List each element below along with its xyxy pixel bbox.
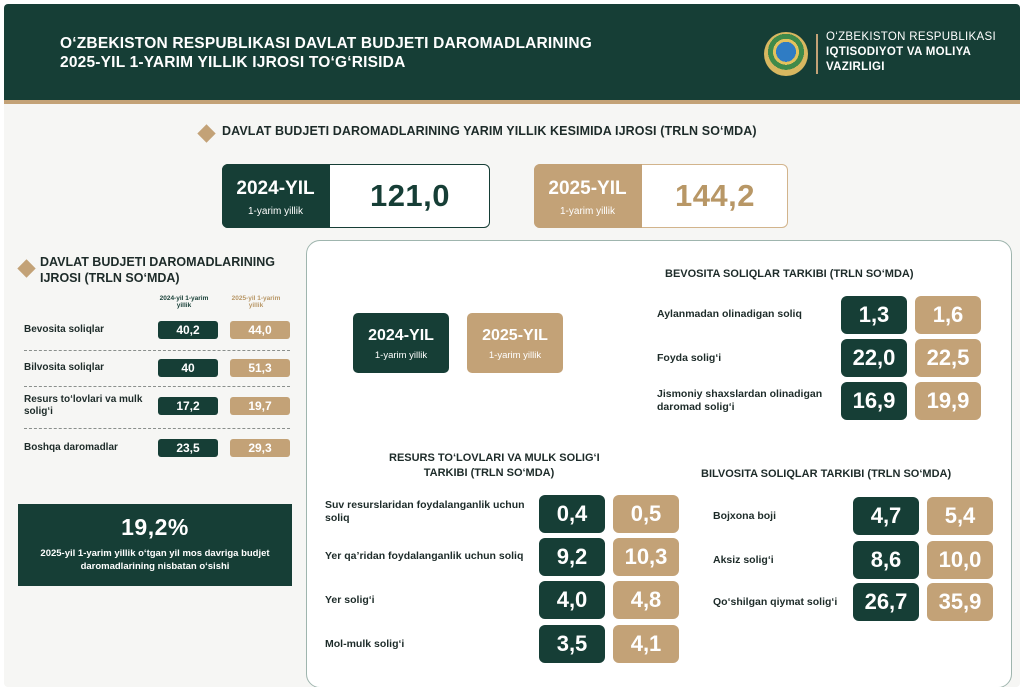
summary-2025-box: 2025-YIL 1-yarim yillik 144,2 (533, 163, 788, 228)
summary-2025-period: 1-yarim yillik (560, 205, 615, 217)
direct-item-value-2025: 19,9 (915, 382, 981, 420)
row-value-2025: 44,0 (230, 321, 290, 339)
resource-item-value-2025: 10,3 (613, 538, 679, 576)
legend-2025-box: 2025-YIL 1-yarim yillik (467, 313, 563, 373)
infographic: O‘ZBEKISTON RESPUBLIKASI DAVLAT BUDJETI … (4, 4, 1020, 687)
header-bar: O‘ZBEKISTON RESPUBLIKASI DAVLAT BUDJETI … (4, 4, 1020, 100)
direct-item-value-2024: 16,9 (841, 382, 907, 420)
left-table-title: DAVLAT BUDJETI DAROMADLARINING IJROSI (T… (40, 254, 275, 286)
table-row: Bilvosita soliqlar 40 51,3 (22, 348, 292, 388)
left-table-col-2024: 2024-yil 1-yarim yillik (159, 295, 209, 309)
summary-2025-label: 2025-YIL 1-yarim yillik (533, 163, 642, 228)
summary-2024-value: 121,0 (369, 178, 451, 213)
row-label: Resurs to‘lovlari va mulk solig‘i (24, 394, 143, 417)
row-value-2024: 40,2 (158, 321, 218, 339)
resource-item-label: Suv resurslaridan foydalanganlik uchun s… (325, 499, 525, 524)
row-label: Bilvosita soliqlar (24, 362, 105, 373)
row-divider (24, 350, 290, 351)
summary-title: DAVLAT BUDJETI DAROMADLARINING YARIM YIL… (222, 124, 757, 138)
left-table-col-2025: 2025-yil 1-yarim yillik (231, 295, 281, 309)
row-divider (24, 386, 290, 387)
table-row: Boshqa daromadlar 23,5 29,3 (22, 428, 292, 468)
row-divider (24, 428, 290, 429)
indirect-taxes-title: BILVOSITA SOLIQLAR TARKIBI (TRLN SO‘MDA) (701, 468, 952, 480)
breakdown-panel: 2024-YIL 1-yarim yillik 2025-YIL 1-yarim… (306, 240, 1012, 687)
ministry-name: O‘ZBEKISTON RESPUBLIKASI IQTISODIYOT VA … (826, 30, 996, 75)
summary-2025-value: 144,2 (674, 178, 756, 213)
legend-2025-year: 2025-YIL (482, 327, 548, 344)
resource-item-value-2024: 4,0 (539, 581, 605, 619)
legend-2024-period: 1-yarim yillik (374, 350, 428, 361)
resource-item-label: Yer qa’ridan foydalanganlik uchun soliq (325, 549, 524, 562)
direct-item-value-2025: 1,6 (915, 296, 981, 334)
growth-description: 2025-yil 1-yarim yillik o‘tgan yil mos d… (40, 548, 270, 572)
ministry-line3: VAZIRLIGI (826, 61, 885, 73)
row-label: Bevosita soliqlar (24, 324, 105, 335)
summary-2025-year: 2025-YIL (548, 177, 627, 199)
resource-item-label: Mol-mulk solig‘i (325, 637, 405, 650)
indirect-item-value-2024: 8,6 (853, 541, 919, 579)
direct-item-label: Jismoniy shaxslardan olinadigan daromad … (657, 388, 823, 413)
row-value-2024: 40 (158, 359, 218, 377)
direct-item-value-2024: 1,3 (841, 296, 907, 334)
header-accent-line (4, 100, 1020, 104)
growth-percent: 19,2% (121, 514, 189, 540)
diamond-bullet-icon (17, 259, 36, 278)
legend-2024-year: 2024-YIL (368, 327, 434, 344)
growth-box: 19,2% 2025-yil 1-yarim yillik o‘tgan yil… (18, 504, 292, 586)
resource-item-value-2024: 3,5 (539, 625, 605, 663)
legend-2025-period: 1-yarim yillik (488, 350, 542, 361)
page-title-line2: 2025-YIL 1-YARIM YILLIK IJROSI TO‘G‘RISI… (60, 54, 406, 71)
table-row: Bevosita soliqlar 40,2 44,0 (22, 310, 292, 350)
indirect-item-label: Aksiz solig‘i (713, 553, 774, 566)
row-value-2025: 51,3 (230, 359, 290, 377)
direct-item-value-2024: 22,0 (841, 339, 907, 377)
resource-title-line1: RESURS TO‘LOVLARI VA MULK SOLIG‘I (389, 452, 600, 464)
resource-item-value-2025: 4,8 (613, 581, 679, 619)
resource-item-value-2024: 9,2 (539, 538, 605, 576)
page-title: O‘ZBEKISTON RESPUBLIKASI DAVLAT BUDJETI … (60, 34, 700, 72)
resource-item-value-2024: 0,4 (539, 495, 605, 533)
resource-taxes-title: RESURS TO‘LOVLARI VA MULK SOLIG‘I TARKIB… (389, 451, 600, 481)
resource-item-value-2025: 0,5 (613, 495, 679, 533)
indirect-item-value-2024: 4,7 (853, 497, 919, 535)
direct-taxes-title: BEVOSITA SOLIQLAR TARKIBI (TRLN SO‘MDA) (665, 268, 914, 280)
direct-item-label: Foyda solig‘i (657, 351, 722, 364)
row-value-2024: 17,2 (158, 397, 218, 415)
row-label: Boshqa daromadlar (24, 442, 118, 453)
state-emblem-icon (764, 32, 808, 76)
page-title-line1: O‘ZBEKISTON RESPUBLIKASI DAVLAT BUDJETI … (60, 35, 592, 52)
summary-2024-box: 2024-YIL 1-yarim yillik 121,0 (221, 163, 490, 228)
summary-2024-year: 2024-YIL (236, 177, 315, 199)
header-divider (816, 34, 818, 74)
resource-item-label: Yer solig‘i (325, 593, 375, 606)
summary-2024-label: 2024-YIL 1-yarim yillik (221, 163, 330, 228)
direct-item-label: Aylanmadan olinadigan soliq (657, 307, 802, 320)
ministry-line2: IQTISODIYOT VA MOLIYA (826, 46, 972, 58)
row-value-2024: 23,5 (158, 439, 218, 457)
left-table-title-line1: DAVLAT BUDJETI DAROMADLARINING (40, 255, 275, 269)
indirect-item-value-2024: 26,7 (853, 583, 919, 621)
row-value-2025: 19,7 (230, 397, 290, 415)
row-value-2025: 29,3 (230, 439, 290, 457)
left-table-title-line2: IJROSI (TRLN SO‘MDA) (40, 271, 180, 285)
direct-item-value-2025: 22,5 (915, 339, 981, 377)
indirect-item-value-2025: 5,4 (927, 497, 993, 535)
indirect-item-value-2025: 10,0 (927, 541, 993, 579)
table-row: Resurs to‘lovlari va mulk solig‘i 17,2 1… (22, 386, 292, 426)
resource-item-value-2025: 4,1 (613, 625, 679, 663)
legend-2024-box: 2024-YIL 1-yarim yillik (353, 313, 449, 373)
indirect-item-label: Qo‘shilgan qiymat solig‘i (713, 595, 838, 608)
summary-2024-period: 1-yarim yillik (248, 205, 303, 217)
ministry-line1: O‘ZBEKISTON RESPUBLIKASI (826, 31, 996, 43)
indirect-item-label: Bojxona boji (713, 509, 776, 522)
resource-title-line2: TARKIBI (TRLN SO‘MDA) (423, 467, 555, 479)
diamond-bullet-icon (197, 124, 216, 143)
indirect-item-value-2025: 35,9 (927, 583, 993, 621)
